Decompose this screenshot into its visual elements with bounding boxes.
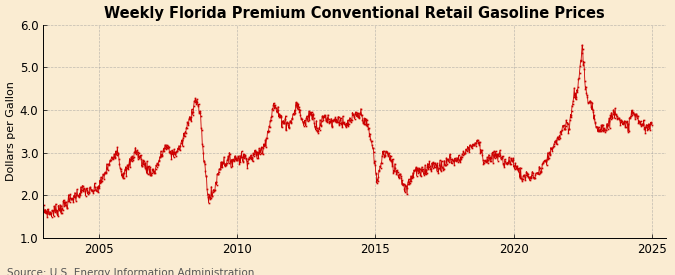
- Y-axis label: Dollars per Gallon: Dollars per Gallon: [5, 81, 16, 181]
- Text: Source: U.S. Energy Information Administration: Source: U.S. Energy Information Administ…: [7, 268, 254, 275]
- Title: Weekly Florida Premium Conventional Retail Gasoline Prices: Weekly Florida Premium Conventional Reta…: [104, 6, 605, 21]
